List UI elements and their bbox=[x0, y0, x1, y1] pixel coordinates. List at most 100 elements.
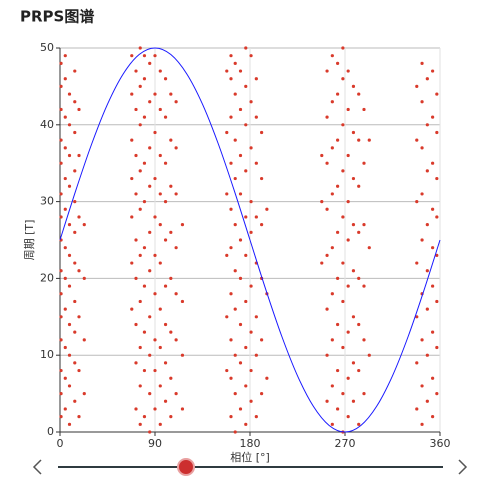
dot bbox=[169, 138, 173, 142]
dot bbox=[357, 138, 361, 142]
dot bbox=[142, 330, 147, 334]
dot bbox=[142, 77, 147, 81]
dot bbox=[67, 353, 72, 357]
dot bbox=[351, 361, 356, 365]
dot bbox=[357, 230, 361, 234]
dot bbox=[148, 269, 152, 273]
x-tick-label: 270 bbox=[335, 437, 356, 450]
dot bbox=[59, 107, 63, 112]
dot bbox=[425, 223, 429, 227]
dot bbox=[134, 153, 138, 158]
dot bbox=[233, 353, 237, 357]
dot bbox=[233, 223, 237, 227]
dot bbox=[59, 338, 63, 342]
dot bbox=[233, 176, 237, 181]
sine-line bbox=[59, 47, 441, 433]
dot bbox=[357, 368, 361, 373]
dot bbox=[357, 92, 361, 96]
dot bbox=[431, 330, 435, 334]
dot bbox=[67, 123, 72, 127]
dot bbox=[138, 299, 142, 304]
dot bbox=[130, 261, 134, 265]
next-button[interactable] bbox=[458, 459, 468, 475]
dot bbox=[148, 315, 152, 319]
dot bbox=[158, 345, 162, 350]
dot bbox=[67, 422, 72, 426]
dot bbox=[431, 207, 435, 211]
dot bbox=[142, 200, 147, 204]
dot bbox=[244, 46, 248, 50]
dot bbox=[67, 184, 72, 188]
dot bbox=[73, 200, 77, 204]
dot bbox=[351, 84, 356, 88]
dot bbox=[320, 153, 324, 158]
dot bbox=[238, 69, 243, 73]
y-axis-label: 周期 [T] bbox=[23, 220, 36, 261]
dot bbox=[82, 276, 86, 280]
dot bbox=[225, 368, 229, 373]
prev-button[interactable] bbox=[32, 459, 42, 475]
dot bbox=[138, 123, 142, 127]
dot bbox=[420, 238, 424, 242]
dot bbox=[63, 276, 67, 280]
dot bbox=[233, 307, 237, 311]
dot bbox=[346, 376, 350, 380]
y-tick-label: 30 bbox=[40, 195, 54, 208]
dot bbox=[341, 215, 345, 219]
dot bbox=[415, 361, 419, 365]
dot bbox=[325, 69, 329, 73]
dot bbox=[153, 338, 157, 342]
x-tick-label: 0 bbox=[57, 437, 64, 450]
dot bbox=[249, 230, 253, 234]
dot bbox=[77, 368, 81, 373]
dot bbox=[425, 169, 429, 173]
dot bbox=[330, 384, 334, 388]
slider-knob[interactable] bbox=[177, 458, 195, 476]
dot bbox=[229, 77, 233, 81]
dot bbox=[169, 330, 173, 334]
dot bbox=[320, 200, 324, 204]
dot bbox=[63, 207, 67, 211]
dot bbox=[153, 92, 157, 96]
dot bbox=[249, 330, 253, 334]
dot bbox=[138, 84, 142, 88]
dot bbox=[163, 238, 168, 242]
dot bbox=[142, 54, 147, 58]
dot bbox=[260, 223, 264, 227]
dot bbox=[130, 307, 134, 311]
dot bbox=[415, 138, 419, 142]
dot bbox=[174, 246, 178, 250]
dot bbox=[153, 253, 157, 257]
dot bbox=[153, 54, 157, 58]
dot bbox=[233, 138, 237, 142]
dot bbox=[73, 299, 77, 304]
dot bbox=[169, 276, 173, 280]
dot bbox=[225, 192, 229, 196]
dot bbox=[244, 422, 248, 426]
dot bbox=[229, 207, 233, 211]
dot bbox=[180, 353, 185, 357]
dot bbox=[420, 192, 424, 196]
dot bbox=[134, 69, 138, 73]
dot bbox=[351, 130, 356, 135]
dot bbox=[435, 130, 439, 135]
dot bbox=[435, 215, 439, 219]
dot bbox=[134, 238, 138, 242]
dot bbox=[229, 292, 233, 296]
dot bbox=[229, 54, 233, 58]
dot bbox=[367, 353, 371, 357]
x-tick-label: 360 bbox=[430, 437, 451, 450]
dot bbox=[341, 345, 345, 350]
dot bbox=[254, 161, 258, 165]
dot bbox=[265, 207, 269, 211]
dot bbox=[265, 376, 269, 380]
dot bbox=[63, 246, 67, 250]
dot bbox=[180, 299, 185, 304]
dot bbox=[346, 415, 350, 419]
dot bbox=[153, 292, 157, 296]
dot bbox=[148, 100, 152, 104]
dot bbox=[73, 261, 77, 265]
dot bbox=[77, 415, 81, 419]
